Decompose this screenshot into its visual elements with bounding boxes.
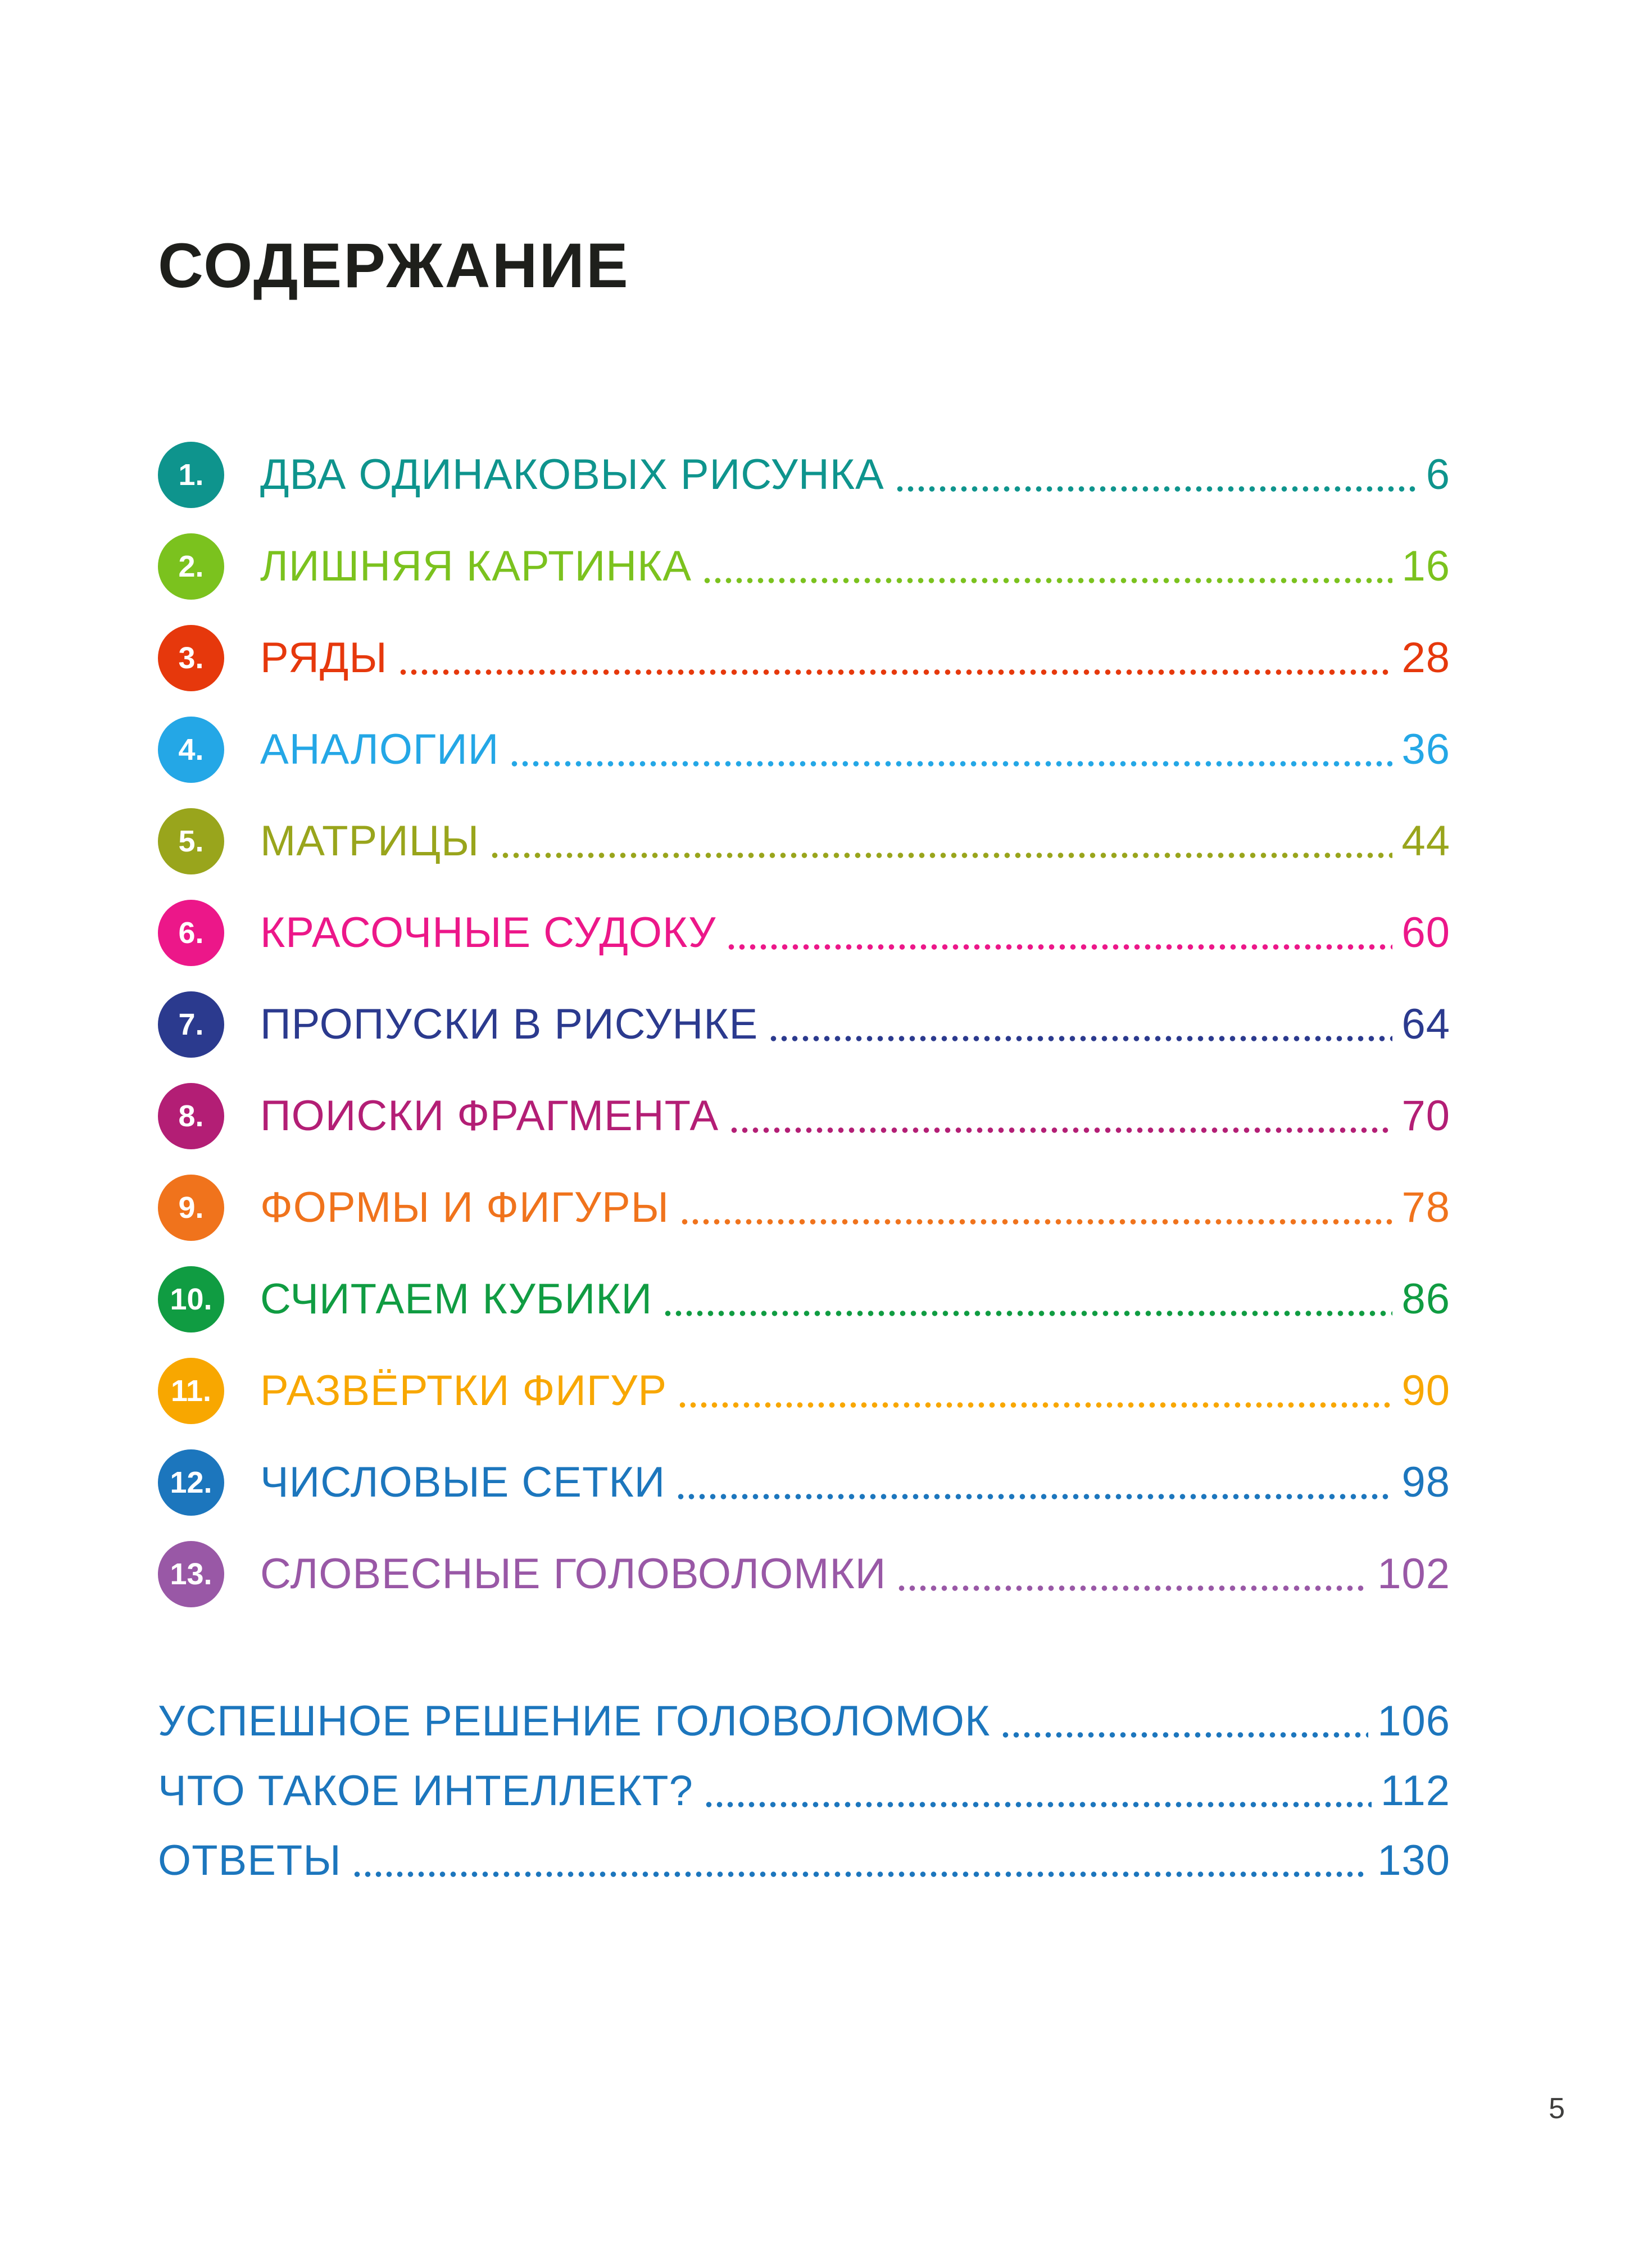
item-number-badge: 12. xyxy=(158,1449,224,1516)
item-label: ЧИСЛОВЫЕ СЕТКИ xyxy=(260,1458,666,1506)
item-page-number: 64 xyxy=(1401,1000,1450,1048)
dot-leader xyxy=(662,1310,1393,1316)
toc-extras: УСПЕШНОЕ РЕШЕНИЕ ГОЛОВОЛОМОК 106 ЧТО ТАК… xyxy=(158,1686,1450,1895)
dot-leader xyxy=(894,486,1417,492)
toc-item: 6. КРАСОЧНЫЕ СУДОКУ 60 xyxy=(158,887,1450,978)
item-label: СЧИТАЕМ КУБИКИ xyxy=(260,1275,653,1323)
item-label: МАТРИЦЫ xyxy=(260,817,480,865)
item-number-badge: 2. xyxy=(158,533,224,600)
item-number-badge: 3. xyxy=(158,624,224,691)
toc-extra-item: ЧТО ТАКОЕ ИНТЕЛЛЕКТ? 112 xyxy=(158,1756,1450,1825)
item-number-badge: 5. xyxy=(158,808,224,874)
item-number-badge: 11. xyxy=(158,1357,224,1424)
item-page-number: 98 xyxy=(1401,1458,1450,1506)
item-number-badge: 6. xyxy=(158,899,224,966)
item-number-badge: 10. xyxy=(158,1266,224,1333)
item-number-badge: 7. xyxy=(158,991,224,1058)
extra-label: ОТВЕТЫ xyxy=(158,1836,342,1884)
dot-leader xyxy=(729,1127,1393,1133)
toc-item: 9. ФОРМЫ И ФИГУРЫ 78 xyxy=(158,1162,1450,1253)
dot-leader xyxy=(679,1218,1393,1225)
item-label: ФОРМЫ И ФИГУРЫ xyxy=(260,1184,669,1231)
item-label: РЯДЫ xyxy=(260,634,388,682)
page-title: СОДЕРЖАНИЕ xyxy=(158,230,630,301)
item-label: ДВА ОДИНАКОВЫХ РИСУНКА xyxy=(260,451,884,498)
dot-leader xyxy=(397,669,1393,675)
dot-leader xyxy=(509,760,1393,767)
toc-item: 2. ЛИШНЯЯ КАРТИНКА 16 xyxy=(158,520,1450,612)
toc-item: 7. ПРОПУСКИ В РИСУНКЕ 64 xyxy=(158,978,1450,1070)
item-label: ПРОПУСКИ В РИСУНКЕ xyxy=(260,1000,759,1048)
item-label: КРАСОЧНЫЕ СУДОКУ xyxy=(260,909,716,957)
dot-leader xyxy=(489,852,1393,858)
extra-page-number: 106 xyxy=(1377,1697,1450,1745)
toc-item: 10. СЧИТАЕМ КУБИКИ 86 xyxy=(158,1253,1450,1345)
item-number-badge: 13. xyxy=(158,1540,224,1607)
item-page-number: 36 xyxy=(1401,726,1450,773)
dot-leader xyxy=(1000,1732,1369,1738)
item-page-number: 60 xyxy=(1401,909,1450,957)
toc-item: 8. ПОИСКИ ФРАГМЕНТА 70 xyxy=(158,1070,1450,1162)
extra-label: ЧТО ТАКОЕ ИНТЕЛЛЕКТ? xyxy=(158,1766,693,1815)
dot-leader xyxy=(896,1585,1369,1591)
toc-item: 12. ЧИСЛОВЫЕ СЕТКИ 98 xyxy=(158,1436,1450,1528)
toc-item: 1. ДВА ОДИНАКОВЫХ РИСУНКА 6 xyxy=(158,429,1450,520)
dot-leader xyxy=(675,1493,1393,1499)
item-number-badge: 8. xyxy=(158,1082,224,1149)
toc-item: 3. РЯДЫ 28 xyxy=(158,612,1450,704)
extra-page-number: 112 xyxy=(1380,1766,1450,1815)
toc-extra-item: ОТВЕТЫ 130 xyxy=(158,1825,1450,1895)
item-number-badge: 9. xyxy=(158,1174,224,1241)
item-page-number: 70 xyxy=(1401,1092,1450,1140)
toc-item: 11. РАЗВЁРТКИ ФИГУР 90 xyxy=(158,1345,1450,1436)
item-page-number: 44 xyxy=(1401,817,1450,865)
item-label: СЛОВЕСНЫЕ ГОЛОВОЛОМКИ xyxy=(260,1550,887,1598)
dot-leader xyxy=(703,1802,1372,1807)
item-page-number: 6 xyxy=(1426,451,1450,498)
toc-list: 1. ДВА ОДИНАКОВЫХ РИСУНКА 6 2. ЛИШНЯЯ КА… xyxy=(158,429,1450,1620)
item-label: ПОИСКИ ФРАГМЕНТА xyxy=(260,1092,719,1140)
dot-leader xyxy=(768,1035,1393,1041)
dot-leader xyxy=(351,1871,1369,1877)
toc-item: 4. АНАЛОГИИ 36 xyxy=(158,704,1450,795)
extra-label: УСПЕШНОЕ РЕШЕНИЕ ГОЛОВОЛОМОК xyxy=(158,1697,991,1745)
toc-extra-item: УСПЕШНОЕ РЕШЕНИЕ ГОЛОВОЛОМОК 106 xyxy=(158,1686,1450,1756)
footer-page-number: 5 xyxy=(1549,2092,1565,2125)
item-number-badge: 1. xyxy=(158,441,224,508)
item-page-number: 28 xyxy=(1401,634,1450,682)
toc-item: 13. СЛОВЕСНЫЕ ГОЛОВОЛОМКИ 102 xyxy=(158,1528,1450,1620)
item-page-number: 86 xyxy=(1401,1275,1450,1323)
item-label: ЛИШНЯЯ КАРТИНКА xyxy=(260,542,692,590)
item-page-number: 102 xyxy=(1377,1550,1450,1598)
dot-leader xyxy=(702,577,1393,583)
toc-item: 5. МАТРИЦЫ 44 xyxy=(158,795,1450,887)
dot-leader xyxy=(677,1402,1393,1408)
item-page-number: 90 xyxy=(1401,1367,1450,1415)
item-number-badge: 4. xyxy=(158,716,224,783)
item-label: АНАЛОГИИ xyxy=(260,726,500,773)
extra-page-number: 130 xyxy=(1377,1836,1450,1884)
item-page-number: 78 xyxy=(1401,1184,1450,1231)
item-page-number: 16 xyxy=(1401,542,1450,590)
dot-leader xyxy=(726,944,1393,950)
item-label: РАЗВЁРТКИ ФИГУР xyxy=(260,1367,668,1415)
